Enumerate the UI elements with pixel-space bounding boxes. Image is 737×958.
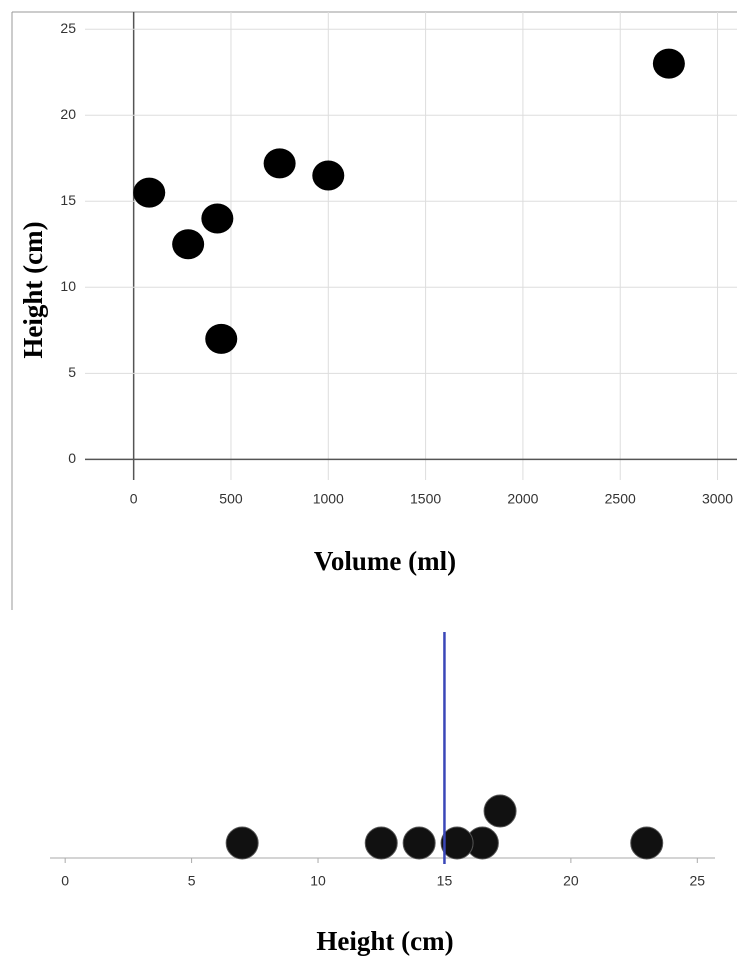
y-axis-title: Height (cm)	[18, 221, 48, 358]
point	[133, 177, 166, 208]
y-tick-label: 10	[60, 278, 76, 294]
x-tick-label: 3000	[702, 491, 733, 507]
x-axis-title: Volume (ml)	[314, 546, 456, 576]
dot	[483, 794, 517, 828]
y-tick-label: 5	[68, 364, 76, 380]
x-tick-label: 1000	[313, 491, 344, 507]
x-tick-label: 1500	[410, 491, 441, 507]
y-tick-label: 15	[60, 192, 76, 208]
x-tick-label: 5	[188, 873, 196, 889]
x-tick-label: 15	[437, 873, 453, 889]
x-tick-label: 10	[310, 873, 326, 889]
x-tick-label: 0	[130, 491, 138, 507]
x-tick-label: 500	[219, 491, 243, 507]
dot	[225, 826, 259, 860]
dot	[630, 826, 664, 860]
dot	[440, 826, 474, 860]
dot	[402, 826, 436, 860]
dot	[364, 826, 398, 860]
y-tick-label: 25	[60, 20, 76, 36]
point	[263, 148, 296, 179]
x-tick-label: 2500	[605, 491, 636, 507]
x-tick-label: 25	[690, 873, 706, 889]
point	[312, 160, 345, 191]
x-tick-label: 2000	[507, 491, 538, 507]
point	[172, 229, 205, 260]
x-tick-label: 0	[61, 873, 69, 889]
x-axis-title: Height (cm)	[316, 926, 453, 956]
y-tick-label: 0	[68, 450, 76, 466]
point	[201, 203, 234, 234]
x-tick-label: 20	[563, 873, 579, 889]
point	[205, 323, 238, 354]
y-tick-label: 20	[60, 106, 76, 122]
point	[652, 48, 685, 79]
